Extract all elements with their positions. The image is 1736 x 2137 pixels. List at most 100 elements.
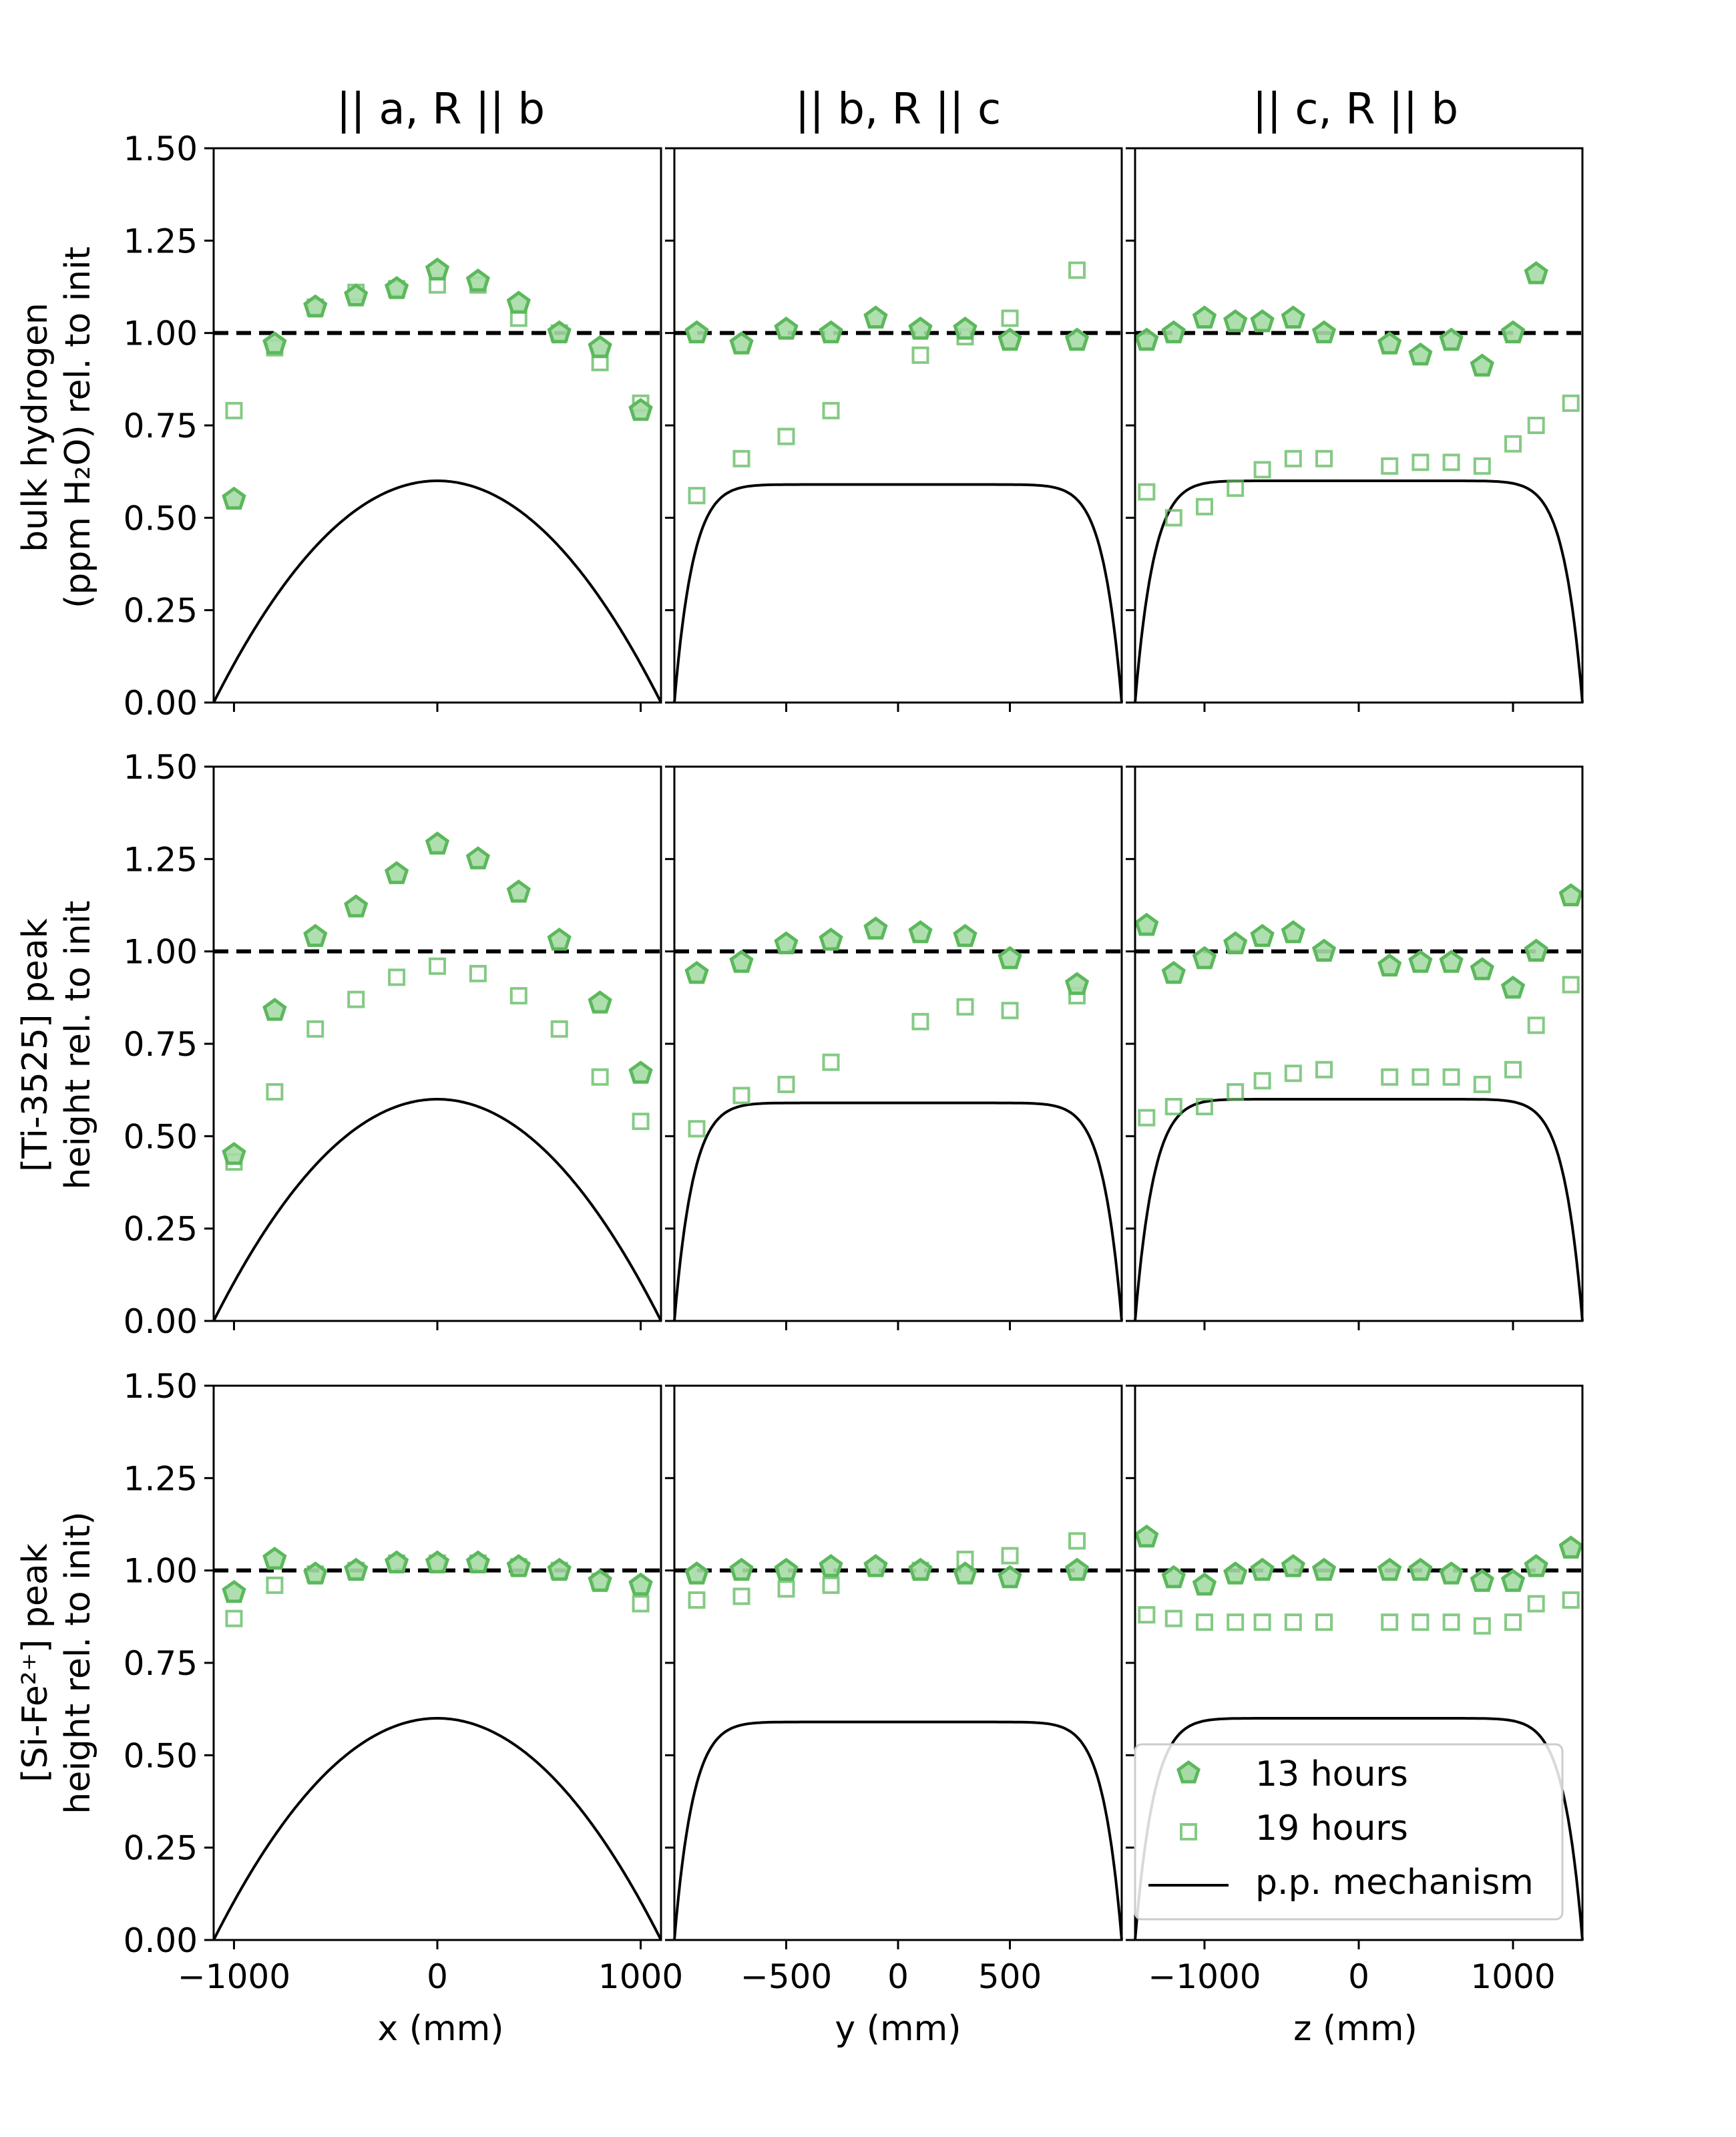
marker-13h — [953, 1561, 978, 1585]
marker-19h — [956, 998, 974, 1016]
legend-marker-19h — [1180, 1823, 1197, 1840]
legend-label-pp: p.p. mechanism — [1255, 1863, 1534, 1903]
marker-19h — [1381, 1613, 1399, 1631]
y-tick-label: 0.50 — [124, 1117, 198, 1156]
column-titles: || a, R || b || b, R || c || c, R || b — [337, 85, 1458, 134]
y-label-row2-line2: height rel. to init — [58, 901, 98, 1190]
axes-frame — [673, 147, 1123, 704]
marker-19h — [1412, 1068, 1430, 1086]
marker-13h — [774, 931, 799, 954]
panel-r1-c1: 0.00 0.25 0.50 0.75 1.00 1.25 1.50 — [124, 130, 662, 723]
y-tick-label: 1.50 — [124, 130, 198, 168]
y-label-row1-line2: (ppm H₂O) rel. to init — [58, 246, 98, 608]
marker-19h — [688, 487, 706, 505]
marker-19h — [1527, 1016, 1545, 1034]
marker-13h — [1408, 950, 1433, 973]
marker-13h — [908, 920, 933, 944]
marker-19h — [1164, 1609, 1182, 1627]
marker-19h — [1412, 1613, 1430, 1631]
marker-13h — [344, 283, 369, 307]
y-label-row1-line1: bulk hydrogen — [15, 303, 55, 552]
marker-13h — [222, 1579, 246, 1603]
marker-13h — [998, 946, 1022, 970]
y-tick-label: 0.25 — [124, 1829, 198, 1868]
marker-13h — [1524, 1554, 1548, 1577]
marker-13h — [1192, 305, 1217, 329]
marker-13h — [1558, 883, 1583, 907]
x-tick-label: −500 — [740, 1957, 832, 1996]
marker-19h — [1227, 1613, 1245, 1631]
marker-19h — [509, 987, 527, 1005]
axes-frame — [212, 147, 662, 704]
y-tick-label: 0.50 — [124, 1736, 198, 1775]
marker-19h — [1381, 1068, 1399, 1086]
marker-13h — [1524, 261, 1548, 284]
pp-mechanism-line — [212, 1098, 662, 1322]
y-tick-label: 0.25 — [124, 1210, 198, 1249]
marker-13h — [863, 305, 888, 329]
marker-13h — [1064, 327, 1090, 351]
marker-19h — [1138, 483, 1156, 501]
marker-19h — [632, 1113, 650, 1131]
x-tick-label: −1000 — [178, 1957, 290, 1996]
y-tick-label: 0.00 — [124, 1921, 198, 1960]
marker-19h — [1315, 1060, 1333, 1079]
marker-13h — [819, 320, 843, 344]
marker-13h — [1377, 331, 1402, 355]
panel-r2-c3 — [1126, 765, 1584, 1330]
y-tick-label: 1.25 — [124, 1459, 198, 1498]
legend: 13 hours 19 hours p.p. mechanism — [1134, 1743, 1564, 1921]
marker-13h — [425, 257, 450, 280]
marker-19h — [1164, 509, 1182, 527]
legend-box — [1134, 1743, 1564, 1921]
marker-19h — [1504, 435, 1522, 453]
marker-13h — [506, 1554, 531, 1577]
marker-13h — [1311, 938, 1337, 962]
marker-13h — [1470, 1569, 1494, 1592]
marker-19h — [1504, 1060, 1522, 1079]
axes-frame — [1134, 147, 1584, 704]
marker-13h — [908, 1557, 933, 1581]
marker-19h — [822, 401, 840, 419]
marker-19h — [1562, 976, 1580, 994]
marker-13h — [1311, 320, 1337, 344]
marker-13h — [908, 317, 933, 340]
marker-19h — [632, 1595, 650, 1613]
y-label-row3-line2: height rel. to init) — [58, 1511, 98, 1814]
marker-19h — [1284, 1613, 1302, 1631]
marker-13h — [729, 331, 754, 355]
marker-13h — [1524, 938, 1548, 962]
marker-19h — [732, 1587, 750, 1605]
marker-19h — [1442, 453, 1460, 471]
y-tick-label: 0.25 — [124, 592, 198, 630]
y-tick-label: 1.50 — [124, 748, 198, 787]
marker-13h — [1250, 1557, 1275, 1581]
axes-frame — [673, 1384, 1123, 1941]
marker-19h — [1195, 1613, 1213, 1631]
marker-13h — [774, 317, 799, 340]
marker-13h — [588, 990, 612, 1014]
marker-19h — [1412, 453, 1430, 471]
panel-r3-c2: −500 0 500 — [665, 1384, 1123, 1996]
axes-frame — [1134, 765, 1584, 1322]
marker-19h — [688, 1120, 706, 1138]
marker-13h — [1223, 931, 1248, 954]
marker-19h — [550, 1020, 568, 1038]
col-title-3: || c, R || b — [1253, 85, 1458, 134]
panel-r3-c1: 0.00 0.25 0.50 0.75 1.00 1.25 1.50 −1000 0 1000 — [124, 1367, 683, 1996]
marker-19h — [1315, 449, 1333, 467]
marker-13h — [998, 327, 1022, 351]
marker-19h — [1138, 1109, 1156, 1127]
marker-13h — [1500, 320, 1526, 344]
marker-13h — [1439, 950, 1464, 973]
marker-13h — [1408, 342, 1433, 366]
marker-19h — [911, 346, 929, 364]
marker-13h — [1470, 957, 1494, 980]
panel-r1-c2 — [665, 147, 1123, 712]
marker-13h — [628, 1060, 653, 1084]
marker-13h — [303, 294, 328, 318]
y-tick-label: 0.75 — [124, 1025, 198, 1064]
marker-19h — [1195, 498, 1213, 516]
marker-19h — [1195, 1098, 1213, 1116]
marker-13h — [628, 397, 653, 421]
